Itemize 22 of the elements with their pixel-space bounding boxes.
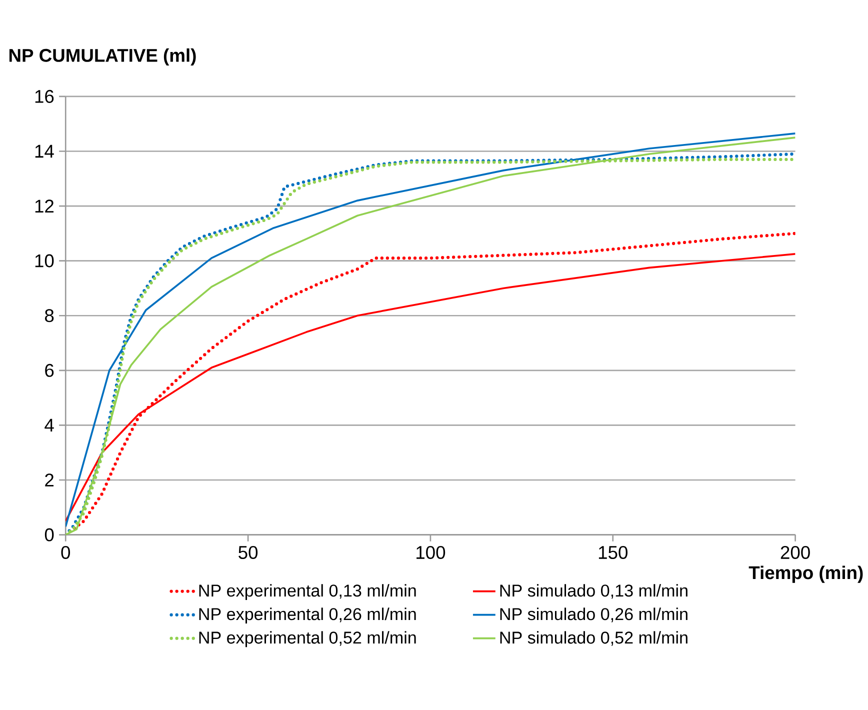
y-axis-title: NP CUMULATIVE (ml) (9, 48, 196, 66)
y-tick-label: 12 (35, 200, 54, 212)
y-tick-label: 10 (35, 254, 54, 268)
x-tick-label: 0 (61, 546, 70, 559)
y-tick-label: 6 (45, 364, 54, 377)
y-tick-label: 8 (45, 309, 54, 322)
y-tick-label: 16 (35, 90, 54, 103)
legend-label: NP simulado 0,13 ml/min (500, 584, 688, 599)
legend-label: NP experimental 0,13 ml/min (199, 584, 416, 600)
legend-label: NP experimental 0,52 ml/min (199, 631, 416, 648)
legend-label: NP simulado 0,52 ml/min (500, 631, 688, 646)
y-tick-label: 4 (44, 418, 54, 432)
x-tick-label: 150 (598, 546, 628, 559)
y-tick-label: 0 (44, 528, 54, 542)
y-tick-label: 14 (35, 144, 54, 158)
legend-label: NP simulado 0,26 ml/min (500, 608, 688, 622)
x-tick-label: 200 (780, 546, 810, 559)
legend-label: NP experimental 0,26 ml/min (199, 608, 416, 624)
y-tick-label: 2 (45, 474, 54, 486)
x-tick-label: 50 (238, 546, 258, 559)
x-axis-title: Tiempo (min) (748, 566, 863, 583)
x-tick-label: 100 (416, 546, 446, 559)
